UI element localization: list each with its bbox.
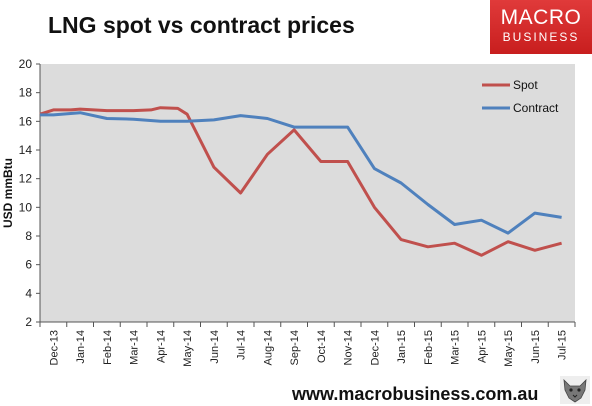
x-tick-label: May-14 <box>182 330 194 367</box>
x-tick-label: Dec-14 <box>369 330 381 365</box>
y-tick-label: 4 <box>25 286 32 300</box>
brand-line-2: BUSINESS <box>502 30 580 44</box>
y-tick-label: 10 <box>19 200 33 214</box>
x-tick-label: Sep-14 <box>289 330 301 365</box>
x-tick-label: Jun-14 <box>209 330 221 364</box>
plot-area <box>40 64 575 322</box>
x-tick-label: Dec-13 <box>48 330 60 365</box>
wolf-head-icon <box>560 376 590 404</box>
x-tick-label: Jul-15 <box>557 330 569 360</box>
x-tick-label: Apr-14 <box>155 330 167 363</box>
x-tick-label: Nov-14 <box>343 330 355 365</box>
x-tick-label: Feb-14 <box>102 330 114 365</box>
y-tick-label: 12 <box>19 172 33 186</box>
brand-logo: MACRO BUSINESS <box>490 0 592 54</box>
chart-title: LNG spot vs contract prices <box>48 12 355 38</box>
x-tick-label: Jan-15 <box>396 330 408 364</box>
x-tick-label: Feb-15 <box>423 330 435 365</box>
x-tick-label: May-15 <box>503 330 515 367</box>
x-tick-label: Aug-14 <box>262 330 274 365</box>
brand-line-1: MACRO <box>500 6 582 29</box>
y-tick-label: 18 <box>19 86 33 100</box>
legend-label-spot: Spot <box>513 78 538 92</box>
x-tick-label: Jun-15 <box>530 330 542 364</box>
footer-url: www.macrobusiness.com.au <box>292 384 539 404</box>
y-axis-title: USD mmBtu <box>1 158 15 228</box>
y-tick-label: 14 <box>19 143 33 157</box>
y-tick-label: 2 <box>25 315 32 329</box>
y-tick-label: 16 <box>19 114 33 128</box>
series-line-spot <box>39 106 562 257</box>
x-tick-label: Mar-14 <box>129 330 141 365</box>
x-tick-label: Apr-15 <box>476 330 488 363</box>
y-tick-label: 8 <box>25 229 32 243</box>
series-line-contract <box>40 111 562 235</box>
legend-label-contract: Contract <box>513 101 559 115</box>
y-tick-label: 6 <box>25 258 32 272</box>
x-tick-label: Jul-14 <box>236 330 248 360</box>
x-tick-label: Mar-15 <box>450 330 462 365</box>
x-tick-label: Jan-14 <box>75 330 87 364</box>
y-tick-label: 20 <box>19 57 33 71</box>
x-tick-label: Oct-14 <box>316 330 328 363</box>
